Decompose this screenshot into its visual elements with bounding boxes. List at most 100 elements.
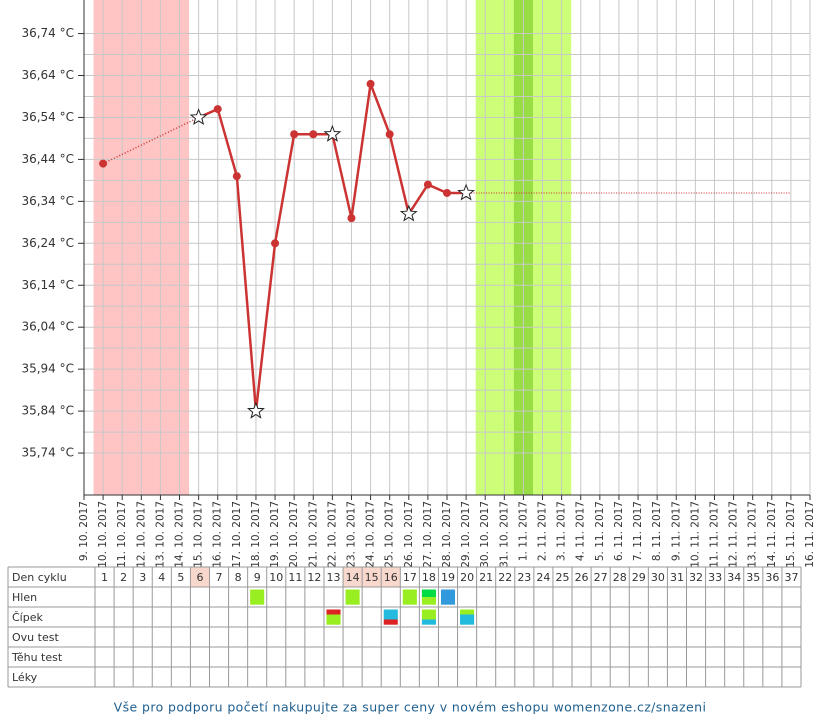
y-tick-label: 36,74 °C	[21, 26, 74, 40]
cycle-day: 24	[536, 571, 550, 584]
dot-marker	[213, 105, 222, 114]
y-tick-label: 35,94 °C	[21, 362, 74, 376]
x-tick-label: 6. 11. 2017	[613, 501, 625, 561]
cycle-day: 23	[517, 571, 531, 584]
entry-mark	[460, 609, 475, 615]
x-tick-label: 23. 10. 2017	[345, 501, 357, 568]
x-tick-label: 27. 10. 2017	[422, 501, 434, 568]
cycle-day: 29	[632, 571, 646, 584]
entry-mark	[345, 589, 360, 605]
x-tick-label: 21. 10. 2017	[307, 501, 319, 568]
row-label: Hlen	[12, 591, 37, 604]
star-marker	[399, 204, 418, 222]
cycle-day: 21	[479, 571, 493, 584]
entry-mark	[421, 614, 436, 620]
entry-mark	[383, 619, 398, 625]
entry-mark	[326, 614, 341, 620]
x-tick-label: 10. 11. 2017	[689, 501, 701, 568]
cycle-day: 6	[196, 571, 203, 584]
entry-mark	[421, 609, 436, 615]
cycle-day: 9	[254, 571, 261, 584]
x-tick-label: 7. 11. 2017	[632, 501, 644, 561]
star-marker	[457, 183, 476, 201]
x-tick-label: 28. 10. 2017	[441, 501, 453, 568]
cycle-day: 26	[575, 571, 589, 584]
x-tick-label: 15. 11. 2017	[785, 501, 797, 568]
cycle-day: 32	[689, 571, 703, 584]
x-tick-label: 11. 11. 2017	[708, 501, 720, 568]
entry-mark	[460, 619, 475, 625]
x-tick-label: 18. 10. 2017	[250, 501, 262, 568]
x-tick-label: 14. 10. 2017	[174, 501, 186, 568]
cycle-day: 10	[269, 571, 283, 584]
cycle-day: 28	[613, 571, 627, 584]
star-marker	[246, 401, 265, 419]
dot-marker	[385, 130, 394, 139]
x-tick-label: 3. 11. 2017	[556, 501, 568, 561]
dot-marker	[232, 172, 241, 181]
x-tick-label: 19. 10. 2017	[269, 501, 281, 568]
x-tick-label: 30. 10. 2017	[479, 501, 491, 568]
cycle-day: 18	[422, 571, 436, 584]
dot-marker	[271, 239, 280, 248]
dot-marker	[290, 130, 299, 139]
x-tick-label: 9. 11. 2017	[670, 501, 682, 561]
cycle-day: 11	[288, 571, 302, 584]
x-tick-label: 12. 10. 2017	[135, 501, 147, 568]
entry-mark	[440, 589, 456, 605]
row-label: Léky	[12, 671, 38, 684]
y-tick-label: 36,04 °C	[21, 320, 74, 334]
x-tick-label: 17. 10. 2017	[231, 501, 243, 568]
row-label: Čípek	[12, 611, 43, 624]
entry-mark	[421, 597, 436, 605]
x-tick-label: 10. 10. 2017	[97, 501, 109, 568]
cycle-day: 3	[139, 571, 146, 584]
highlight-cell	[190, 567, 210, 587]
footer-link[interactable]: Vše pro podporu početí nakupujte za supe…	[114, 700, 707, 715]
x-tick-label: 31. 10. 2017	[498, 501, 510, 568]
dot-marker	[443, 188, 451, 197]
y-tick-label: 36,14 °C	[21, 278, 74, 292]
x-tick-label: 1. 11. 2017	[517, 501, 529, 561]
dot-marker	[99, 159, 108, 168]
entry-mark	[421, 589, 436, 598]
cycle-day: 5	[177, 571, 184, 584]
x-tick-label: 9. 10. 2017	[78, 501, 90, 561]
x-tick-label: 13. 10. 2017	[154, 501, 166, 568]
cycle-day: 22	[498, 571, 512, 584]
row-label: Ovu test	[12, 631, 59, 644]
cycle-day: 12	[307, 571, 321, 584]
cycle-day: 2	[120, 571, 127, 584]
dot-marker	[347, 214, 356, 223]
cycle-day: 16	[384, 571, 398, 584]
star-marker	[323, 124, 342, 142]
entry-mark	[460, 614, 475, 620]
entry-mark	[421, 619, 436, 625]
cycle-day: 37	[784, 571, 798, 584]
x-tick-label: 13. 11. 2017	[747, 501, 759, 568]
x-tick-label: 29. 10. 2017	[460, 501, 472, 568]
dot-marker	[366, 79, 375, 88]
dot-marker	[423, 180, 432, 189]
cycle-day: 34	[727, 571, 741, 584]
entry-mark	[326, 619, 341, 625]
x-tick-label: 25. 10. 2017	[384, 501, 396, 568]
x-tick-label: 16. 11. 2017	[804, 501, 816, 568]
cycle-day: 36	[765, 571, 779, 584]
entry-mark	[383, 609, 398, 615]
x-tick-label: 8. 11. 2017	[651, 501, 663, 561]
y-tick-label: 36,34 °C	[21, 194, 74, 208]
highlight-cell	[381, 567, 401, 587]
x-tick-label: 20. 10. 2017	[288, 501, 300, 568]
x-tick-label: 15. 10. 2017	[193, 501, 205, 568]
dot-marker	[309, 130, 318, 139]
y-tick-label: 36,54 °C	[21, 110, 74, 124]
entry-mark	[326, 609, 341, 615]
cycle-day: 13	[327, 571, 341, 584]
cycle-day: 17	[403, 571, 417, 584]
cycle-day: 15	[365, 571, 379, 584]
x-tick-label: 12. 11. 2017	[728, 501, 740, 568]
x-tick-label: 5. 11. 2017	[594, 501, 606, 561]
cycle-day: 1	[101, 571, 108, 584]
